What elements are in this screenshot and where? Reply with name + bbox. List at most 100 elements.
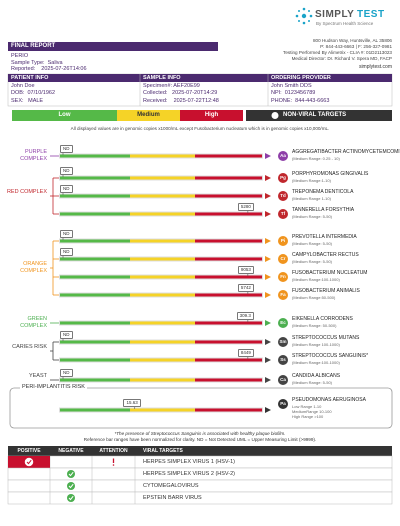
legend-medium <box>117 110 180 121</box>
group-label: YEAST <box>28 373 47 379</box>
target-abbr: Ss <box>280 357 286 362</box>
legend-high <box>180 110 243 121</box>
target-icon <box>278 375 288 385</box>
value-label: ND <box>60 145 73 153</box>
bar-high <box>195 212 262 216</box>
target-abbr: Td <box>280 193 286 198</box>
target-abbr: Aa <box>280 153 286 158</box>
info-cell: PHONE: 844-443-6663 <box>271 97 330 104</box>
viral-header: ATTENTION <box>99 448 128 454</box>
arrow <box>265 211 271 217</box>
info-cell: NPI: 0123456789 <box>271 90 316 97</box>
info-cell: John Smith DDS <box>271 83 312 89</box>
target-abbr: Ca <box>280 377 286 382</box>
target-range: (Medium Range: 5-50) <box>292 258 333 264</box>
target-range: (Medium Range: 50-500) <box>292 322 337 328</box>
bar-low <box>60 194 130 198</box>
target-icon <box>278 254 288 264</box>
target-range: (Medium Range:50-500) <box>292 294 336 300</box>
value-label: ND <box>60 230 73 238</box>
target-name: TANNERELLA FORSYTHIA <box>292 207 355 213</box>
value-label: 5742 <box>237 284 254 292</box>
target-abbr: Fa <box>280 292 286 297</box>
bar-high <box>195 194 262 198</box>
bar-low <box>60 154 130 158</box>
bar-medium <box>130 408 195 412</box>
target-abbr: Sm <box>279 339 287 344</box>
bar-medium <box>130 239 195 243</box>
footnote: Reference bar ranges have been normalize… <box>83 437 317 442</box>
target-icon <box>278 209 288 219</box>
info-cell: SEX: MALE <box>11 97 44 104</box>
bar-low <box>60 239 130 243</box>
brand: SIMPLY <box>315 9 355 20</box>
target-name: FUSOBACTERIUM NUCLEATUM <box>292 270 368 276</box>
target-range: (Medium Range:100-1000) <box>292 359 340 365</box>
bar-low <box>60 257 130 261</box>
value-label: 15.63 <box>123 399 141 407</box>
viral-header: POSITIVE <box>17 448 41 454</box>
target-abbr: Pi <box>280 238 286 243</box>
target-name: PSEUDOMONAS AERUGINOSA <box>292 397 366 403</box>
info-cell: Collected: 2025-07-20T14:29 <box>143 90 218 97</box>
bar-low <box>60 176 130 180</box>
bar-medium <box>130 321 195 325</box>
viral-header: VIRAL TARGETS <box>143 448 183 454</box>
target-icon <box>278 290 288 300</box>
check-mark <box>68 471 74 477</box>
bar-medium <box>130 378 195 382</box>
info-cell: DOB: 07/10/1962 <box>11 90 56 97</box>
check-mark <box>26 459 32 465</box>
tagline: By Spectrum Health Science <box>316 21 374 26</box>
arrow <box>265 339 271 345</box>
target-name: STREPTOCOCCUS SANGUINIS* <box>292 353 369 359</box>
target-icon <box>278 337 288 347</box>
value-label: ND <box>60 167 73 175</box>
bar-low <box>60 340 130 344</box>
bar-low <box>60 321 130 325</box>
check-icon <box>67 494 75 502</box>
target-name: STREPTOCOCCUS MUTANS <box>292 335 360 341</box>
arrow <box>265 407 271 413</box>
target-abbr: Pa <box>280 401 286 406</box>
info-header <box>8 74 392 82</box>
value-label: ND <box>60 369 73 377</box>
value-label: 8449 <box>237 349 254 357</box>
value-label: ND <box>60 248 73 256</box>
arrow <box>265 320 271 326</box>
target-name: PORPHYROMONAS GINGIVALIS <box>292 171 369 177</box>
legend-low <box>12 110 117 121</box>
viral-row <box>7 491 393 505</box>
bar-high <box>195 321 262 325</box>
legend-label: Medium <box>137 112 160 118</box>
bar-low <box>60 293 130 297</box>
attention-icon <box>112 464 115 466</box>
bar-medium <box>130 176 195 180</box>
target-name: TREPONEMA DENTICOLA <box>292 189 354 195</box>
target-range: (Medium Range: 5-50) <box>292 379 333 385</box>
target-name: CAMPYLOBACTER RECTUS <box>292 252 359 258</box>
target-icon <box>278 173 288 183</box>
arrow <box>265 357 271 363</box>
target-range: (Medium Range 1-10) <box>292 195 331 201</box>
address-line: P: 844-443-6663 | F: 256-327-0981 <box>320 44 392 49</box>
bar-low <box>60 408 130 412</box>
arrow <box>265 292 271 298</box>
arrow <box>265 153 271 159</box>
legend-label: Low <box>58 112 71 118</box>
bar-medium <box>130 293 195 297</box>
check-icon <box>67 482 75 490</box>
arrow <box>265 193 271 199</box>
target-name: FUSOBACTERIUM ANIMALIS <box>292 288 360 294</box>
group-label: CARIES RISK <box>12 344 47 350</box>
legend-targets <box>246 110 392 121</box>
info-cell: Specimen#: AEF20E99 <box>143 83 200 89</box>
arrow <box>265 256 271 262</box>
check-icon <box>24 457 34 467</box>
bar-medium <box>130 275 195 279</box>
value-label: 5280 <box>237 203 254 211</box>
target-abbr: Pg <box>280 175 286 180</box>
group-label: RED COMPLEX <box>6 189 47 195</box>
arrow <box>265 274 271 280</box>
